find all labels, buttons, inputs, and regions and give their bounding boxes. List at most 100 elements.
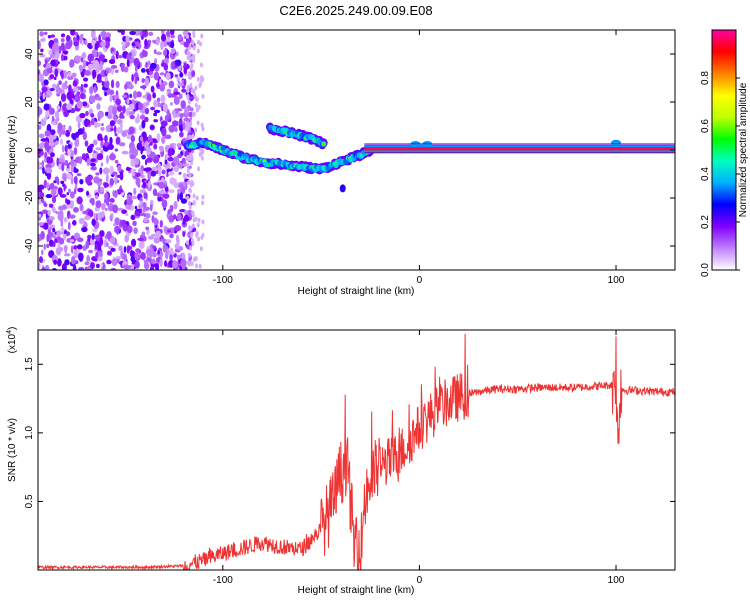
noise-blob (51, 134, 57, 140)
noise-blob (201, 76, 205, 82)
noise-blob (38, 107, 43, 116)
noise-blob (152, 92, 156, 99)
noise-blob (134, 205, 138, 210)
noise-blob (151, 251, 157, 258)
noise-blob (139, 174, 145, 178)
noise-blob (183, 160, 186, 165)
noise-blob (67, 71, 72, 77)
noise-blob (148, 134, 153, 143)
noise-blob (60, 42, 65, 52)
noise-blob (78, 266, 85, 270)
noise-blob (92, 139, 98, 146)
noise-blob (43, 243, 46, 251)
spectrogram-xlabel: Height of straight line (km) (298, 286, 415, 297)
noise-blob (167, 93, 173, 98)
noise-blob (96, 73, 102, 82)
noise-blob (192, 111, 196, 117)
noise-blob (82, 126, 85, 134)
noise-blob (116, 126, 123, 134)
noise-blob (134, 251, 141, 260)
noise-blob (180, 198, 188, 204)
noise-blob (120, 250, 124, 258)
noise-blob (139, 200, 143, 207)
noise-blob (46, 156, 54, 164)
noise-blob (154, 263, 160, 270)
noise-blob (148, 180, 151, 189)
noise-blob (180, 258, 187, 268)
noise-blob (176, 254, 182, 258)
noise-blob (92, 59, 100, 69)
noise-blob (93, 212, 97, 220)
noise-blob (201, 200, 205, 206)
noise-blob (114, 132, 118, 137)
noise-blob (174, 74, 179, 78)
noise-blob (124, 234, 130, 243)
noise-blob (155, 37, 160, 46)
noise-blob (134, 30, 141, 36)
noise-blob (73, 206, 79, 213)
noise-blob (130, 158, 136, 167)
noise-blob (186, 93, 190, 99)
noise-blob (109, 153, 116, 161)
noise-blob (188, 187, 192, 193)
noise-blob (197, 236, 201, 242)
noise-blob (115, 98, 122, 106)
noise-blob (186, 55, 190, 61)
noise-blob (45, 167, 52, 174)
noise-blob (90, 118, 96, 126)
noise-blob (73, 147, 78, 156)
noise-blob (170, 48, 176, 55)
noise-blob (153, 112, 157, 117)
noise-blob (73, 176, 78, 185)
noise-blob (126, 197, 134, 206)
noise-blob (68, 214, 76, 219)
noise-blob (196, 39, 200, 45)
noise-blob (58, 158, 66, 163)
noise-blob (153, 71, 160, 81)
spectrogram-ylabel: Frequency (Hz) (7, 116, 18, 185)
noise-blob (60, 38, 65, 42)
noise-blob (61, 82, 67, 90)
noise-blob (128, 110, 136, 116)
noise-blob (152, 211, 158, 215)
noise-blob (201, 219, 205, 225)
noise-blob (167, 147, 173, 157)
noise-blob (84, 215, 91, 221)
noise-blob (142, 95, 148, 99)
noise-blob (89, 143, 95, 148)
noise-blob (161, 127, 167, 137)
noise-blob (155, 51, 163, 55)
noise-blob (190, 261, 194, 267)
noise-blob (57, 122, 63, 131)
noise-blob (38, 161, 41, 169)
noise-blob (91, 218, 96, 227)
noise-blob (132, 90, 138, 100)
noise-blob (136, 91, 142, 98)
noise-blob (51, 195, 57, 204)
noise-blob (129, 114, 135, 120)
noise-blob (60, 130, 67, 135)
noise-blob (177, 188, 181, 195)
noise-blob (173, 155, 180, 165)
noise-blob (146, 99, 150, 106)
y-tick-label: 0.5 (24, 494, 35, 508)
noise-blob (94, 234, 101, 241)
noise-blob (191, 223, 195, 229)
noise-blob (63, 217, 68, 223)
noise-blob (50, 188, 57, 197)
noise-blob (139, 31, 143, 37)
noise-blob (198, 81, 202, 87)
noise-blob (100, 211, 105, 218)
noise-blob (190, 63, 194, 69)
noise-blob (187, 179, 191, 185)
noise-blob (194, 216, 198, 222)
noise-blob (114, 148, 119, 152)
noise-blob (143, 217, 149, 223)
noise-blob (192, 193, 196, 199)
noise-blob (170, 41, 175, 49)
noise-blob (122, 264, 130, 270)
noise-blob (129, 30, 137, 36)
noise-blob (149, 124, 155, 131)
noise-blob (48, 92, 53, 96)
noise-blob (45, 109, 50, 118)
